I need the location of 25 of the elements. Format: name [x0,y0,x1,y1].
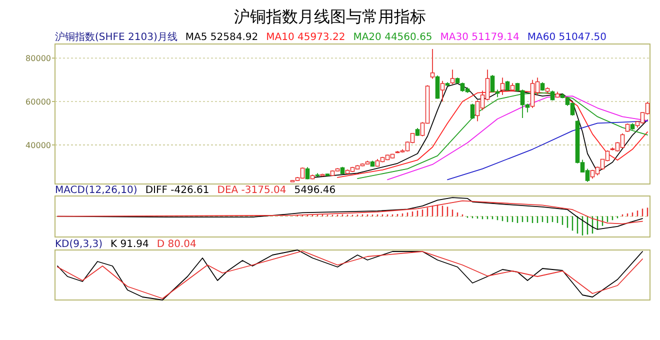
text: MA20 44560.65 [353,32,432,43]
chart-subtitle: 沪铜指数(SHFE 2103)月线 [55,31,178,43]
chart-title: 沪铜指数月线图与常用指标 [234,7,426,26]
text: MA60 51047.50 [527,32,606,43]
text: MA10 45973.22 [266,32,346,43]
candlestick [440,80,445,102]
y-tick-label: 40000 [26,140,51,150]
y-tick-label: 60000 [26,98,51,107]
candlestick [500,77,505,96]
chart-title: MACD(12,26,10) [55,185,138,196]
candlestick [450,69,455,85]
candlestick [305,166,310,180]
series-label: DEA -3175.04 [217,185,286,196]
candlestick [430,48,435,80]
text: MA5 52584.92 [185,32,258,43]
y-tick-label: 80000 [26,54,51,64]
text: 5496.46 [294,185,336,196]
text: DIFF -426.61 [145,185,210,196]
candlestick [470,103,475,120]
chart-title: KD(9,3,3) [55,239,103,250]
series-label: K 91.94 [110,239,149,250]
candlestick [435,75,440,100]
text: MA30 51179.14 [440,32,520,43]
series-label: D 80.04 [156,239,196,250]
line-series [447,120,648,180]
